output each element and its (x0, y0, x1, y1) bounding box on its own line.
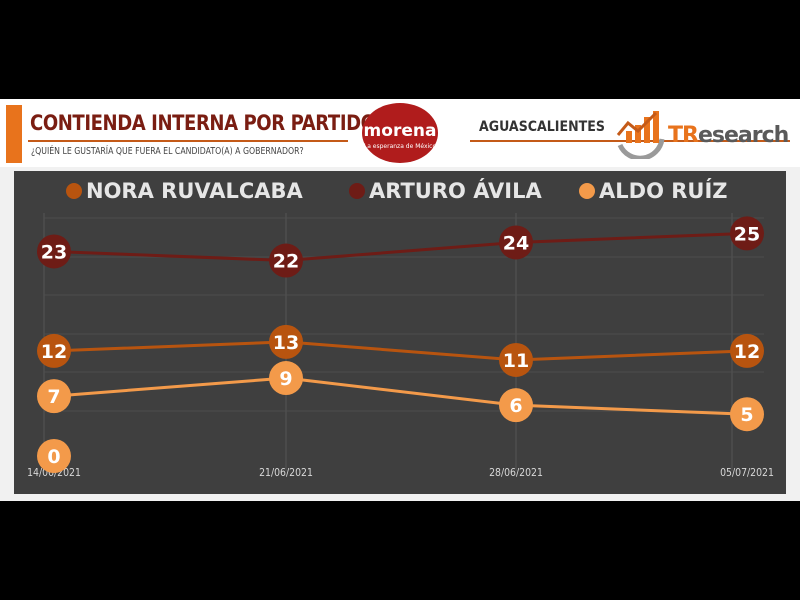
data-point (269, 361, 303, 396)
data-label: 12 (41, 341, 67, 363)
morena-logo: morena La esperanza de México (362, 103, 438, 163)
legend-marker (579, 183, 595, 199)
data-label: 9 (279, 368, 292, 390)
data-point (37, 379, 71, 414)
data-point (499, 225, 533, 260)
data-label: 22 (273, 251, 299, 273)
data-point (499, 388, 533, 423)
data-label-extra: 0 (47, 446, 60, 468)
legend-marker (349, 183, 365, 199)
page-title: CONTIENDA INTERNA POR PARTIDO (30, 111, 376, 135)
data-label: 7 (47, 386, 60, 408)
series-line (53, 376, 748, 416)
data-point (499, 342, 533, 377)
x-tick-label: 05/07/2021 (720, 467, 774, 479)
morena-logo-text: morena (363, 121, 437, 141)
x-tick-label: 28/06/2021 (489, 467, 543, 479)
data-point (269, 324, 303, 359)
data-label: 13 (273, 332, 299, 354)
data-label: 23 (41, 241, 67, 263)
x-tick-label: 14/06/2021 (27, 467, 81, 479)
legend-label: ALDO RUÍZ (599, 178, 728, 203)
data-point-extra (37, 439, 71, 473)
header: CONTIENDA INTERNA POR PARTIDO ¿QUIÉN LE … (0, 99, 800, 167)
series-line (53, 340, 748, 362)
data-label: 6 (509, 395, 522, 417)
tresearch-brand: TResearch (668, 123, 789, 148)
series-line (53, 231, 748, 263)
data-label: 5 (740, 404, 753, 426)
data-point (730, 333, 764, 368)
legend-label: ARTURO ÁVILA (369, 178, 542, 203)
accent-bar (6, 105, 22, 163)
region-label: AGUASCALIENTES (479, 119, 605, 135)
tresearch-logo-icon (616, 111, 665, 159)
morena-logo-tagline: La esperanza de México (363, 143, 437, 150)
tresearch-brand-suffix: esearch (697, 123, 789, 148)
data-label: 25 (734, 223, 760, 245)
tresearch-brand-prefix: TR (668, 123, 699, 148)
data-point (269, 243, 303, 278)
data-point (37, 333, 71, 368)
legend-label: NORA RUVALCABA (86, 179, 304, 203)
data-point (730, 216, 764, 251)
legend-marker (66, 183, 82, 199)
data-point (37, 234, 71, 269)
data-label: 11 (503, 350, 529, 372)
line-chart-svg: 14/06/2021 21/06/2021 28/06/2021 05/07/2021… (27, 178, 774, 479)
data-label: 24 (503, 232, 529, 254)
data-point (730, 397, 764, 432)
x-tick-label: 21/06/2021 (259, 467, 313, 479)
page-subtitle: ¿QUIÉN LE GUSTARÍA QUE FUERA EL CANDIDAT… (31, 146, 304, 157)
line-chart: 14/06/2021 21/06/2021 28/06/2021 05/07/2021… (14, 171, 786, 494)
report-frame: CONTIENDA INTERNA POR PARTIDO ¿QUIÉN LE … (0, 99, 800, 501)
title-underline (28, 140, 348, 142)
data-label: 12 (734, 341, 760, 363)
